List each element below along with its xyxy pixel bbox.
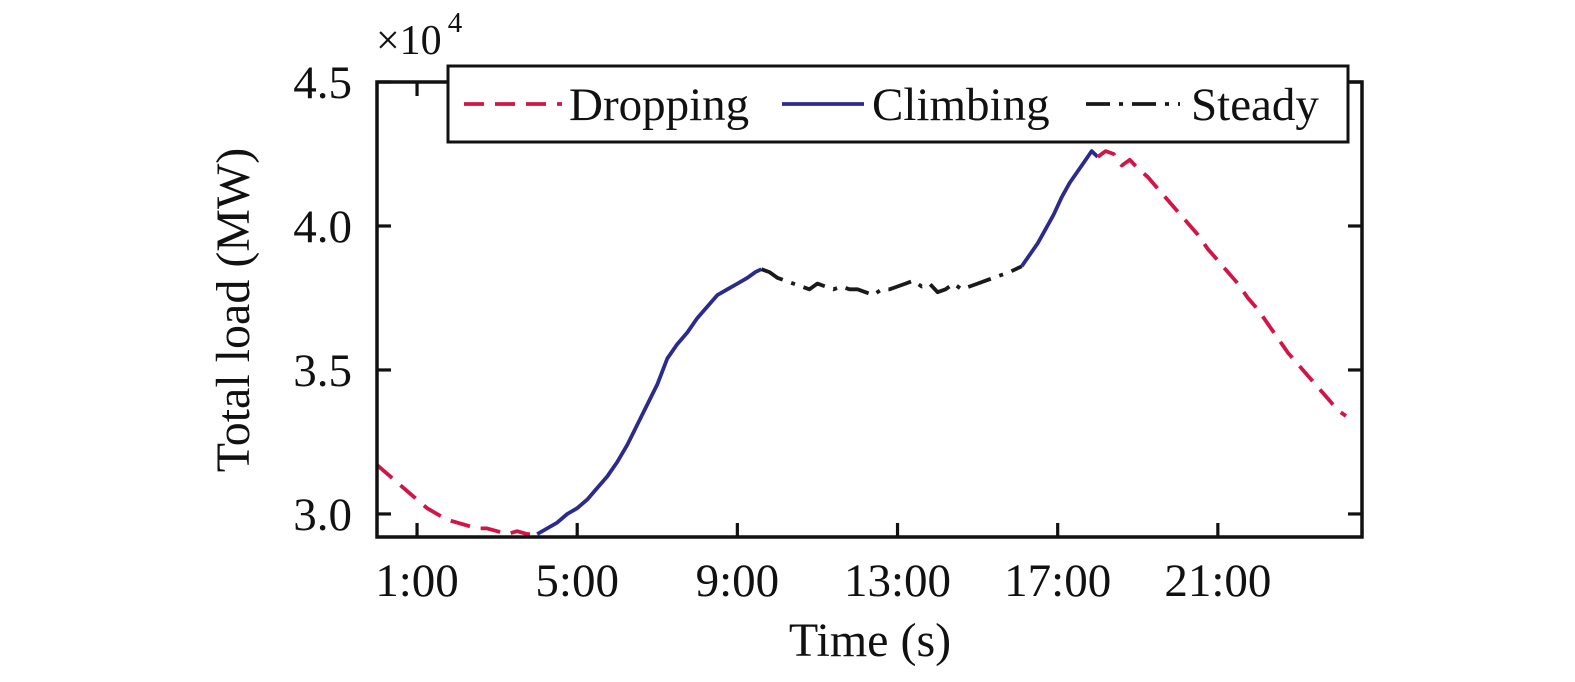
x-tick-label: 9:00: [696, 555, 780, 607]
series-climbing-morning: [536, 267, 763, 536]
legend: Dropping Climbing Steady: [446, 64, 1350, 144]
legend-box: [446, 64, 1350, 144]
x-tick-label: 1:00: [375, 555, 459, 607]
plot-border: [375, 80, 1364, 539]
y-tick-label: 4.5: [293, 57, 352, 109]
offset-exponent: 4: [448, 7, 463, 39]
series-climbing-evening: [1020, 149, 1100, 268]
legend-label-dropping: Dropping: [569, 79, 749, 131]
series-dropping-early-morning: [375, 463, 538, 536]
legend-label-steady: Steady: [1191, 79, 1319, 131]
y-tick-label: 4.0: [293, 201, 352, 253]
y-axis-label: Total load (MW): [207, 148, 260, 473]
offset-base: ×10: [376, 18, 442, 64]
series-dropping-night: [1096, 149, 1348, 418]
data-series: [375, 149, 1348, 536]
series-steady-midday: [760, 264, 1023, 298]
x-tick-label: 17:00: [1004, 555, 1111, 607]
y-tick-label: 3.0: [293, 489, 352, 541]
legend-label-climbing: Climbing: [872, 79, 1050, 131]
x-tick-label: 5:00: [535, 555, 619, 607]
x-tick-label: 13:00: [844, 555, 951, 607]
x-tick-label: 21:00: [1164, 555, 1271, 607]
axis-tick-labels: 1:00 5:00 9:00 13:00 17:00 21:00 3.0 3.5 4.0 4.5: [293, 57, 1271, 607]
y-tick-label: 3.5: [293, 345, 352, 397]
x-axis-label: Time (s): [789, 614, 951, 667]
y-axis-offset-text: ×10 4: [376, 7, 463, 64]
axis-ticks: [377, 80, 1362, 537]
